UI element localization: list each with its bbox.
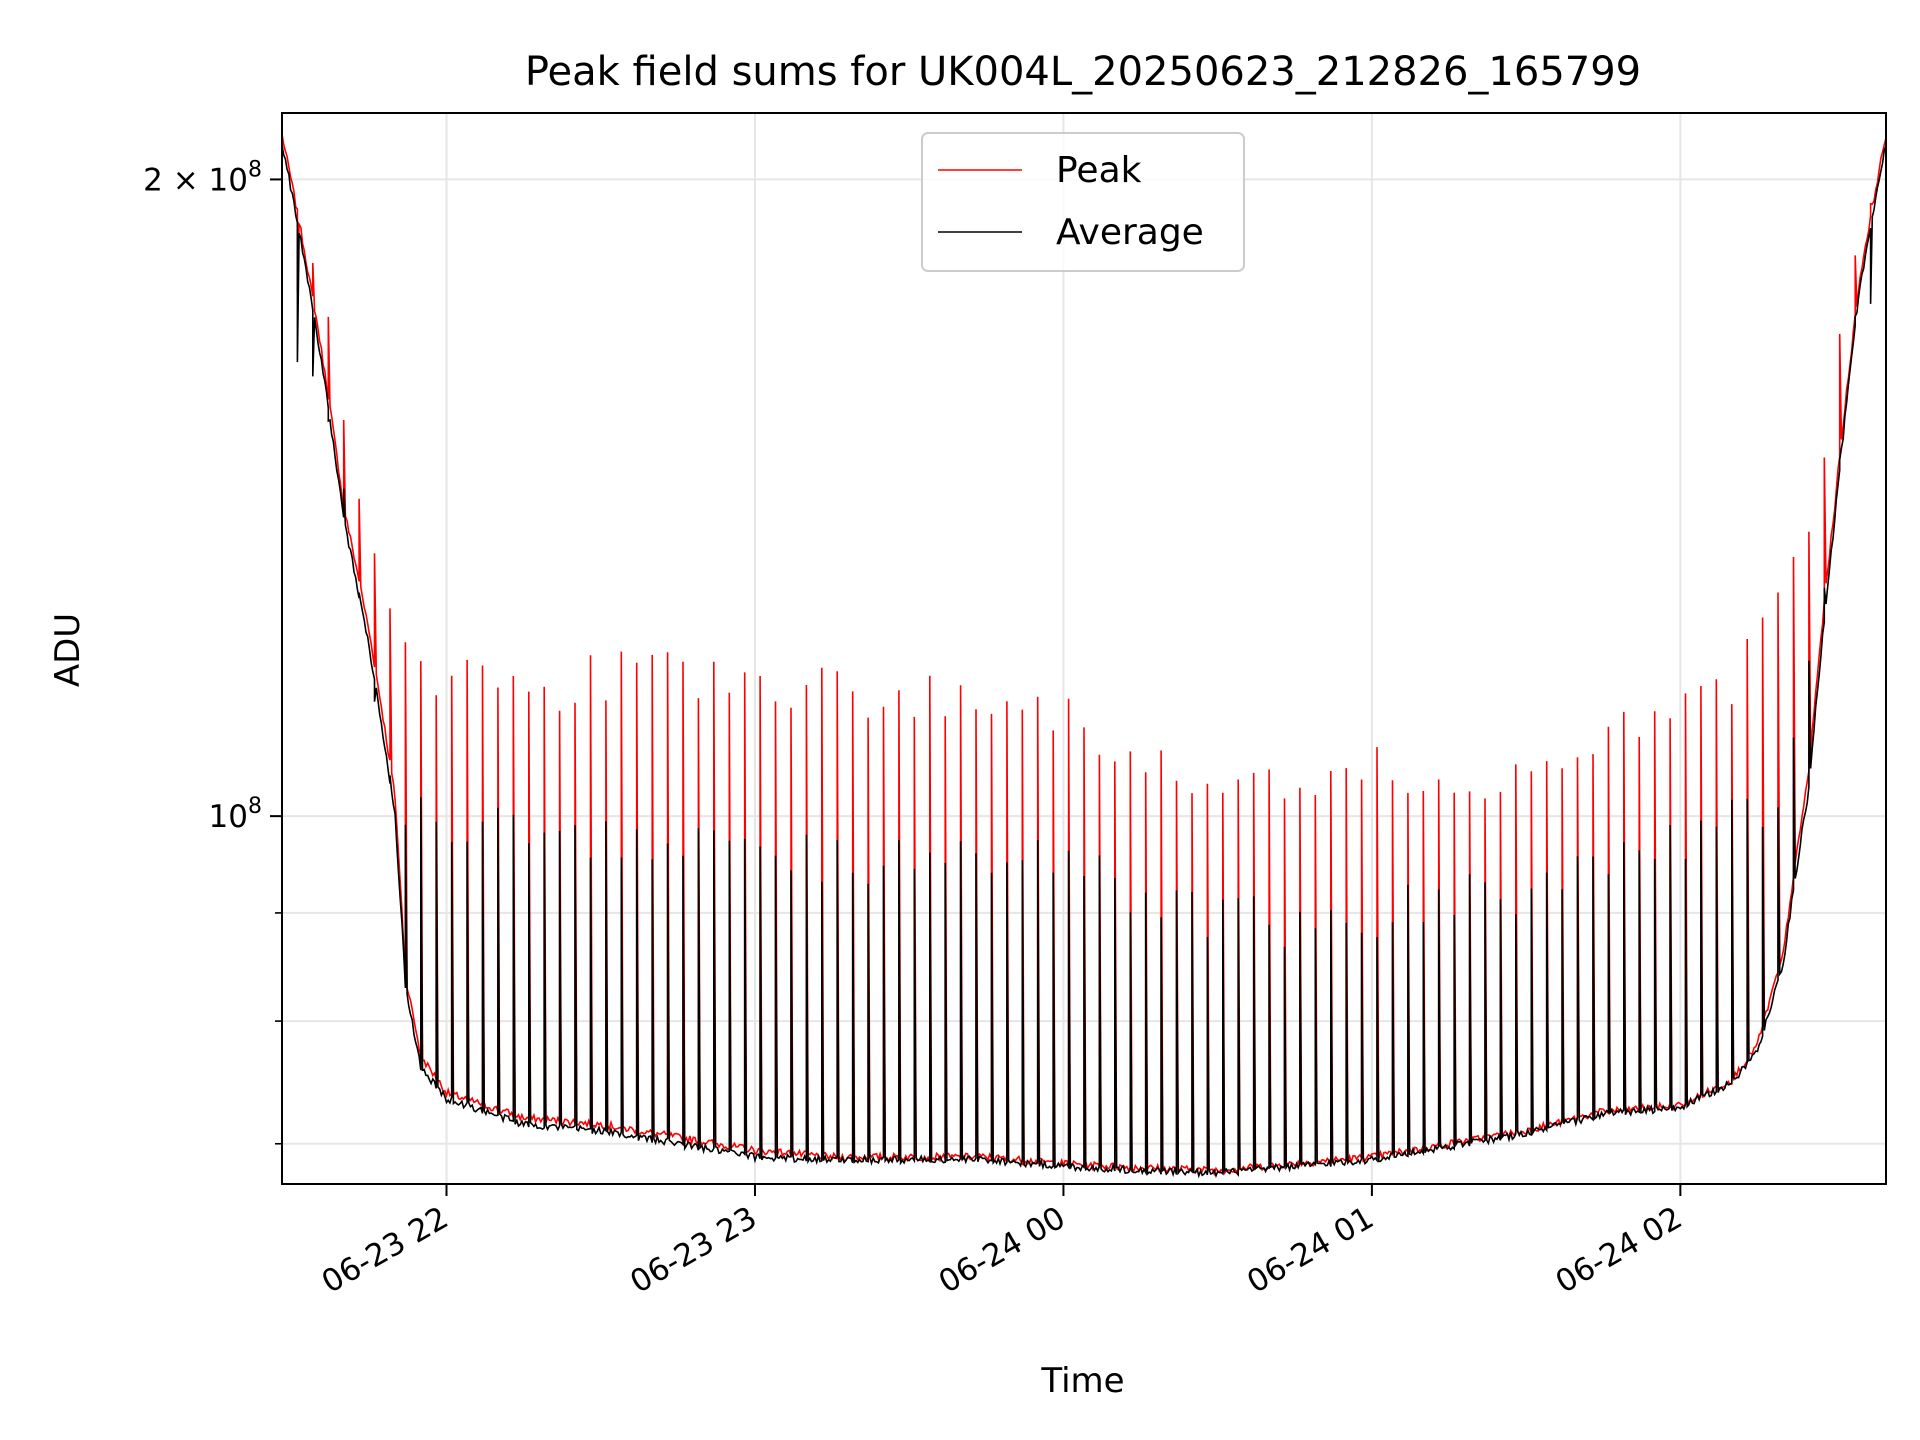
y-tick-label: 108 <box>209 794 262 835</box>
y-tick-base: 10 <box>209 799 248 835</box>
plot-lines <box>282 133 1886 1179</box>
plot-frame <box>281 112 1887 1185</box>
series-average-line <box>282 144 1886 1179</box>
y-tick-prefix: 2 × <box>143 162 208 198</box>
legend-peak-label: Peak <box>1056 150 1142 191</box>
y-axis-label: ADU <box>48 613 88 687</box>
y-tick-exponent: 8 <box>248 794 262 819</box>
legend-box <box>921 132 1245 272</box>
y-tick-exponent: 8 <box>248 157 262 182</box>
y-tick-base: 10 <box>209 162 248 198</box>
x-axis-label: Time <box>1040 1361 1124 1401</box>
chart-title: Peak field sums for UK004L_20250623_2128… <box>525 49 1641 95</box>
y-tick-label: 2 × 108 <box>143 157 262 198</box>
legend: Peak Average <box>921 132 1245 272</box>
legend-average-label: Average <box>1056 212 1204 253</box>
